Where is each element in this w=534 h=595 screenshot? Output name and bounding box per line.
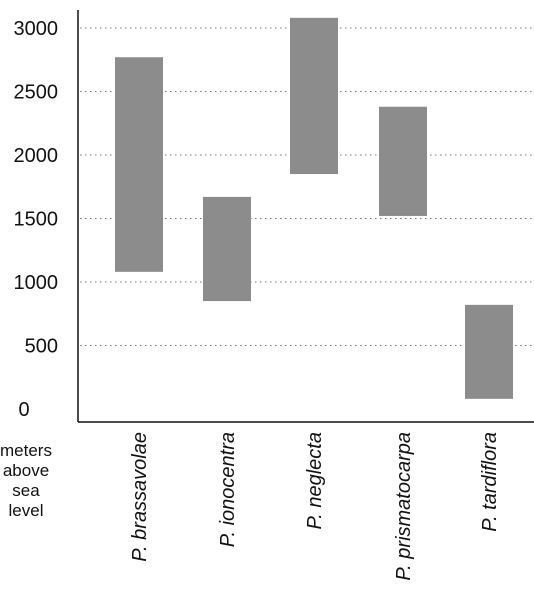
y-tick-label: 1000	[14, 272, 59, 294]
unit-line: sea	[12, 481, 40, 500]
y-tick-labels: 0 500 1000 1500 2000 2500 3000	[14, 18, 59, 421]
unit-line: level	[8, 501, 44, 520]
range-bars	[115, 17, 513, 399]
category-label: P. neglecta	[304, 432, 326, 530]
category-label: P. prismatocarpa	[393, 432, 415, 581]
range-bar	[203, 196, 251, 302]
y-tick-label: 2000	[14, 145, 59, 167]
category-label: P. ionocentra	[217, 432, 239, 547]
y-tick-label: 2500	[14, 82, 59, 104]
category-labels: P. brassavolae P. ionocentra P. neglecta P.…	[129, 432, 501, 581]
y-tick-label: 3000	[14, 18, 59, 40]
range-bar	[115, 57, 163, 272]
y-tick-label: 500	[25, 336, 58, 358]
category-label: P. tardiflora	[479, 432, 501, 532]
y-tick-label: 0	[18, 399, 29, 421]
unit-line: above	[2, 461, 50, 480]
range-bar	[379, 106, 427, 216]
y-tick-label: 1500	[14, 209, 59, 231]
y-axis-unit-label: meters above sea level	[0, 441, 52, 521]
range-bar	[465, 304, 513, 399]
range-bar	[290, 17, 338, 175]
category-label: P. brassavolae	[129, 432, 151, 562]
unit-line: meters	[0, 441, 52, 460]
